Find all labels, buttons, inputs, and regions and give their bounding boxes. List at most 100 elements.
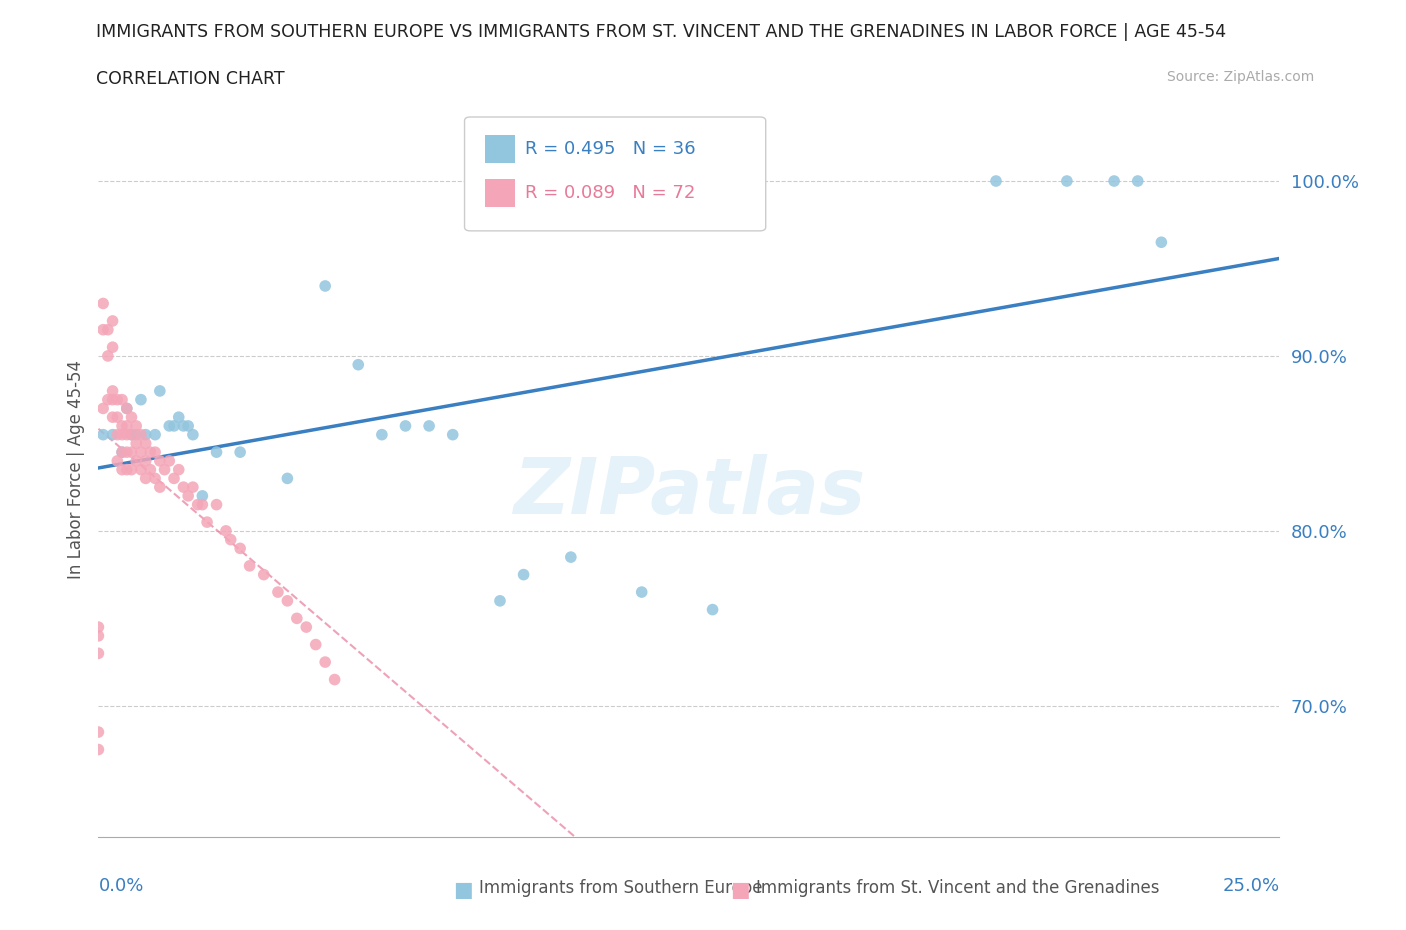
Point bbox=[111, 392, 134, 407]
Point bbox=[87, 724, 110, 739]
Point bbox=[229, 541, 252, 556]
Point bbox=[347, 357, 370, 372]
Point bbox=[229, 445, 252, 459]
Point bbox=[191, 498, 214, 512]
Point bbox=[512, 567, 534, 582]
Text: ■: ■ bbox=[730, 880, 749, 899]
Point bbox=[105, 454, 128, 469]
FancyBboxPatch shape bbox=[464, 117, 766, 231]
Point bbox=[87, 742, 110, 757]
Point bbox=[129, 392, 152, 407]
Point bbox=[135, 436, 157, 451]
Point bbox=[87, 619, 110, 634]
Point bbox=[97, 349, 120, 364]
Point bbox=[115, 445, 138, 459]
Point bbox=[101, 410, 124, 425]
Text: 25.0%: 25.0% bbox=[1222, 877, 1279, 896]
Point bbox=[267, 585, 290, 600]
Point bbox=[143, 445, 166, 459]
Point bbox=[115, 418, 138, 433]
Point bbox=[87, 629, 110, 644]
Point bbox=[91, 401, 114, 416]
Point bbox=[560, 550, 582, 565]
Point bbox=[1056, 174, 1078, 189]
Point bbox=[167, 410, 190, 425]
Text: ZIPatlas: ZIPatlas bbox=[513, 454, 865, 530]
Point bbox=[172, 418, 194, 433]
Point bbox=[295, 619, 318, 634]
Point bbox=[121, 427, 143, 442]
Point bbox=[111, 418, 134, 433]
Point bbox=[125, 454, 148, 469]
Point bbox=[101, 427, 124, 442]
Point bbox=[1150, 234, 1173, 249]
Point bbox=[111, 445, 134, 459]
Point bbox=[314, 655, 336, 670]
Point bbox=[191, 488, 214, 503]
Point bbox=[143, 471, 166, 485]
Point bbox=[205, 445, 228, 459]
Point bbox=[157, 454, 180, 469]
Point bbox=[172, 480, 194, 495]
Point bbox=[984, 174, 1007, 189]
Point bbox=[97, 323, 120, 338]
Point bbox=[149, 383, 172, 398]
Point bbox=[121, 427, 143, 442]
Point bbox=[129, 462, 152, 477]
Point bbox=[87, 646, 110, 661]
Point bbox=[135, 427, 157, 442]
Point bbox=[305, 637, 328, 652]
Point bbox=[139, 445, 162, 459]
Point bbox=[149, 480, 172, 495]
Point bbox=[129, 427, 152, 442]
Text: Immigrants from Southern Europe: Immigrants from Southern Europe bbox=[478, 879, 762, 897]
Text: R = 0.089   N = 72: R = 0.089 N = 72 bbox=[524, 183, 695, 202]
Point bbox=[215, 524, 238, 538]
Point bbox=[276, 593, 298, 608]
Point bbox=[285, 611, 308, 626]
Point bbox=[135, 471, 157, 485]
Point bbox=[115, 401, 138, 416]
Point bbox=[101, 339, 124, 354]
FancyBboxPatch shape bbox=[485, 136, 516, 164]
Point bbox=[101, 392, 124, 407]
Point bbox=[702, 602, 724, 617]
Point bbox=[157, 418, 180, 433]
Point bbox=[139, 462, 162, 477]
Point bbox=[111, 462, 134, 477]
Point bbox=[187, 498, 209, 512]
Point bbox=[125, 427, 148, 442]
Point bbox=[143, 427, 166, 442]
Point bbox=[91, 323, 114, 338]
Point bbox=[125, 436, 148, 451]
Point bbox=[219, 532, 242, 547]
Point bbox=[394, 418, 416, 433]
FancyBboxPatch shape bbox=[485, 179, 516, 207]
Text: 0.0%: 0.0% bbox=[98, 877, 143, 896]
Point bbox=[115, 401, 138, 416]
Y-axis label: In Labor Force | Age 45-54: In Labor Force | Age 45-54 bbox=[66, 360, 84, 579]
Point bbox=[115, 462, 138, 477]
Point bbox=[101, 313, 124, 328]
Point bbox=[177, 488, 200, 503]
Point bbox=[489, 593, 512, 608]
Point bbox=[253, 567, 276, 582]
Point bbox=[181, 427, 204, 442]
Point bbox=[630, 585, 652, 600]
Point bbox=[91, 427, 114, 442]
Point bbox=[181, 480, 204, 495]
Point bbox=[125, 418, 148, 433]
Point bbox=[111, 445, 134, 459]
Point bbox=[149, 454, 172, 469]
Point bbox=[177, 418, 200, 433]
Point bbox=[129, 445, 152, 459]
Point bbox=[314, 279, 336, 294]
Point bbox=[205, 498, 228, 512]
Point bbox=[1102, 174, 1125, 189]
Point bbox=[121, 462, 143, 477]
Point bbox=[135, 454, 157, 469]
Point bbox=[163, 418, 186, 433]
Point bbox=[276, 471, 298, 485]
Point bbox=[105, 410, 128, 425]
Text: R = 0.495   N = 36: R = 0.495 N = 36 bbox=[524, 140, 696, 157]
